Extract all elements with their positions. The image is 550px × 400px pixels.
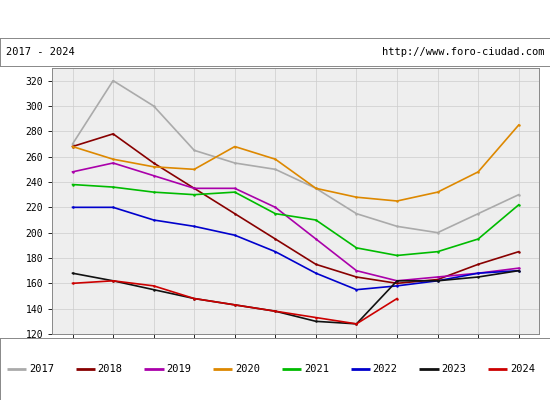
Text: 2018: 2018: [98, 364, 123, 374]
Text: 2017 - 2024: 2017 - 2024: [6, 47, 74, 57]
Text: http://www.foro-ciudad.com: http://www.foro-ciudad.com: [382, 47, 544, 57]
Text: 2024: 2024: [510, 364, 535, 374]
Text: 2022: 2022: [373, 364, 398, 374]
Text: 2021: 2021: [304, 364, 329, 374]
Text: 2017: 2017: [29, 364, 54, 374]
Text: 2023: 2023: [441, 364, 466, 374]
Text: Evolucion del paro registrado en Alange: Evolucion del paro registrado en Alange: [112, 12, 438, 26]
Text: 2019: 2019: [166, 364, 191, 374]
Text: 2020: 2020: [235, 364, 260, 374]
